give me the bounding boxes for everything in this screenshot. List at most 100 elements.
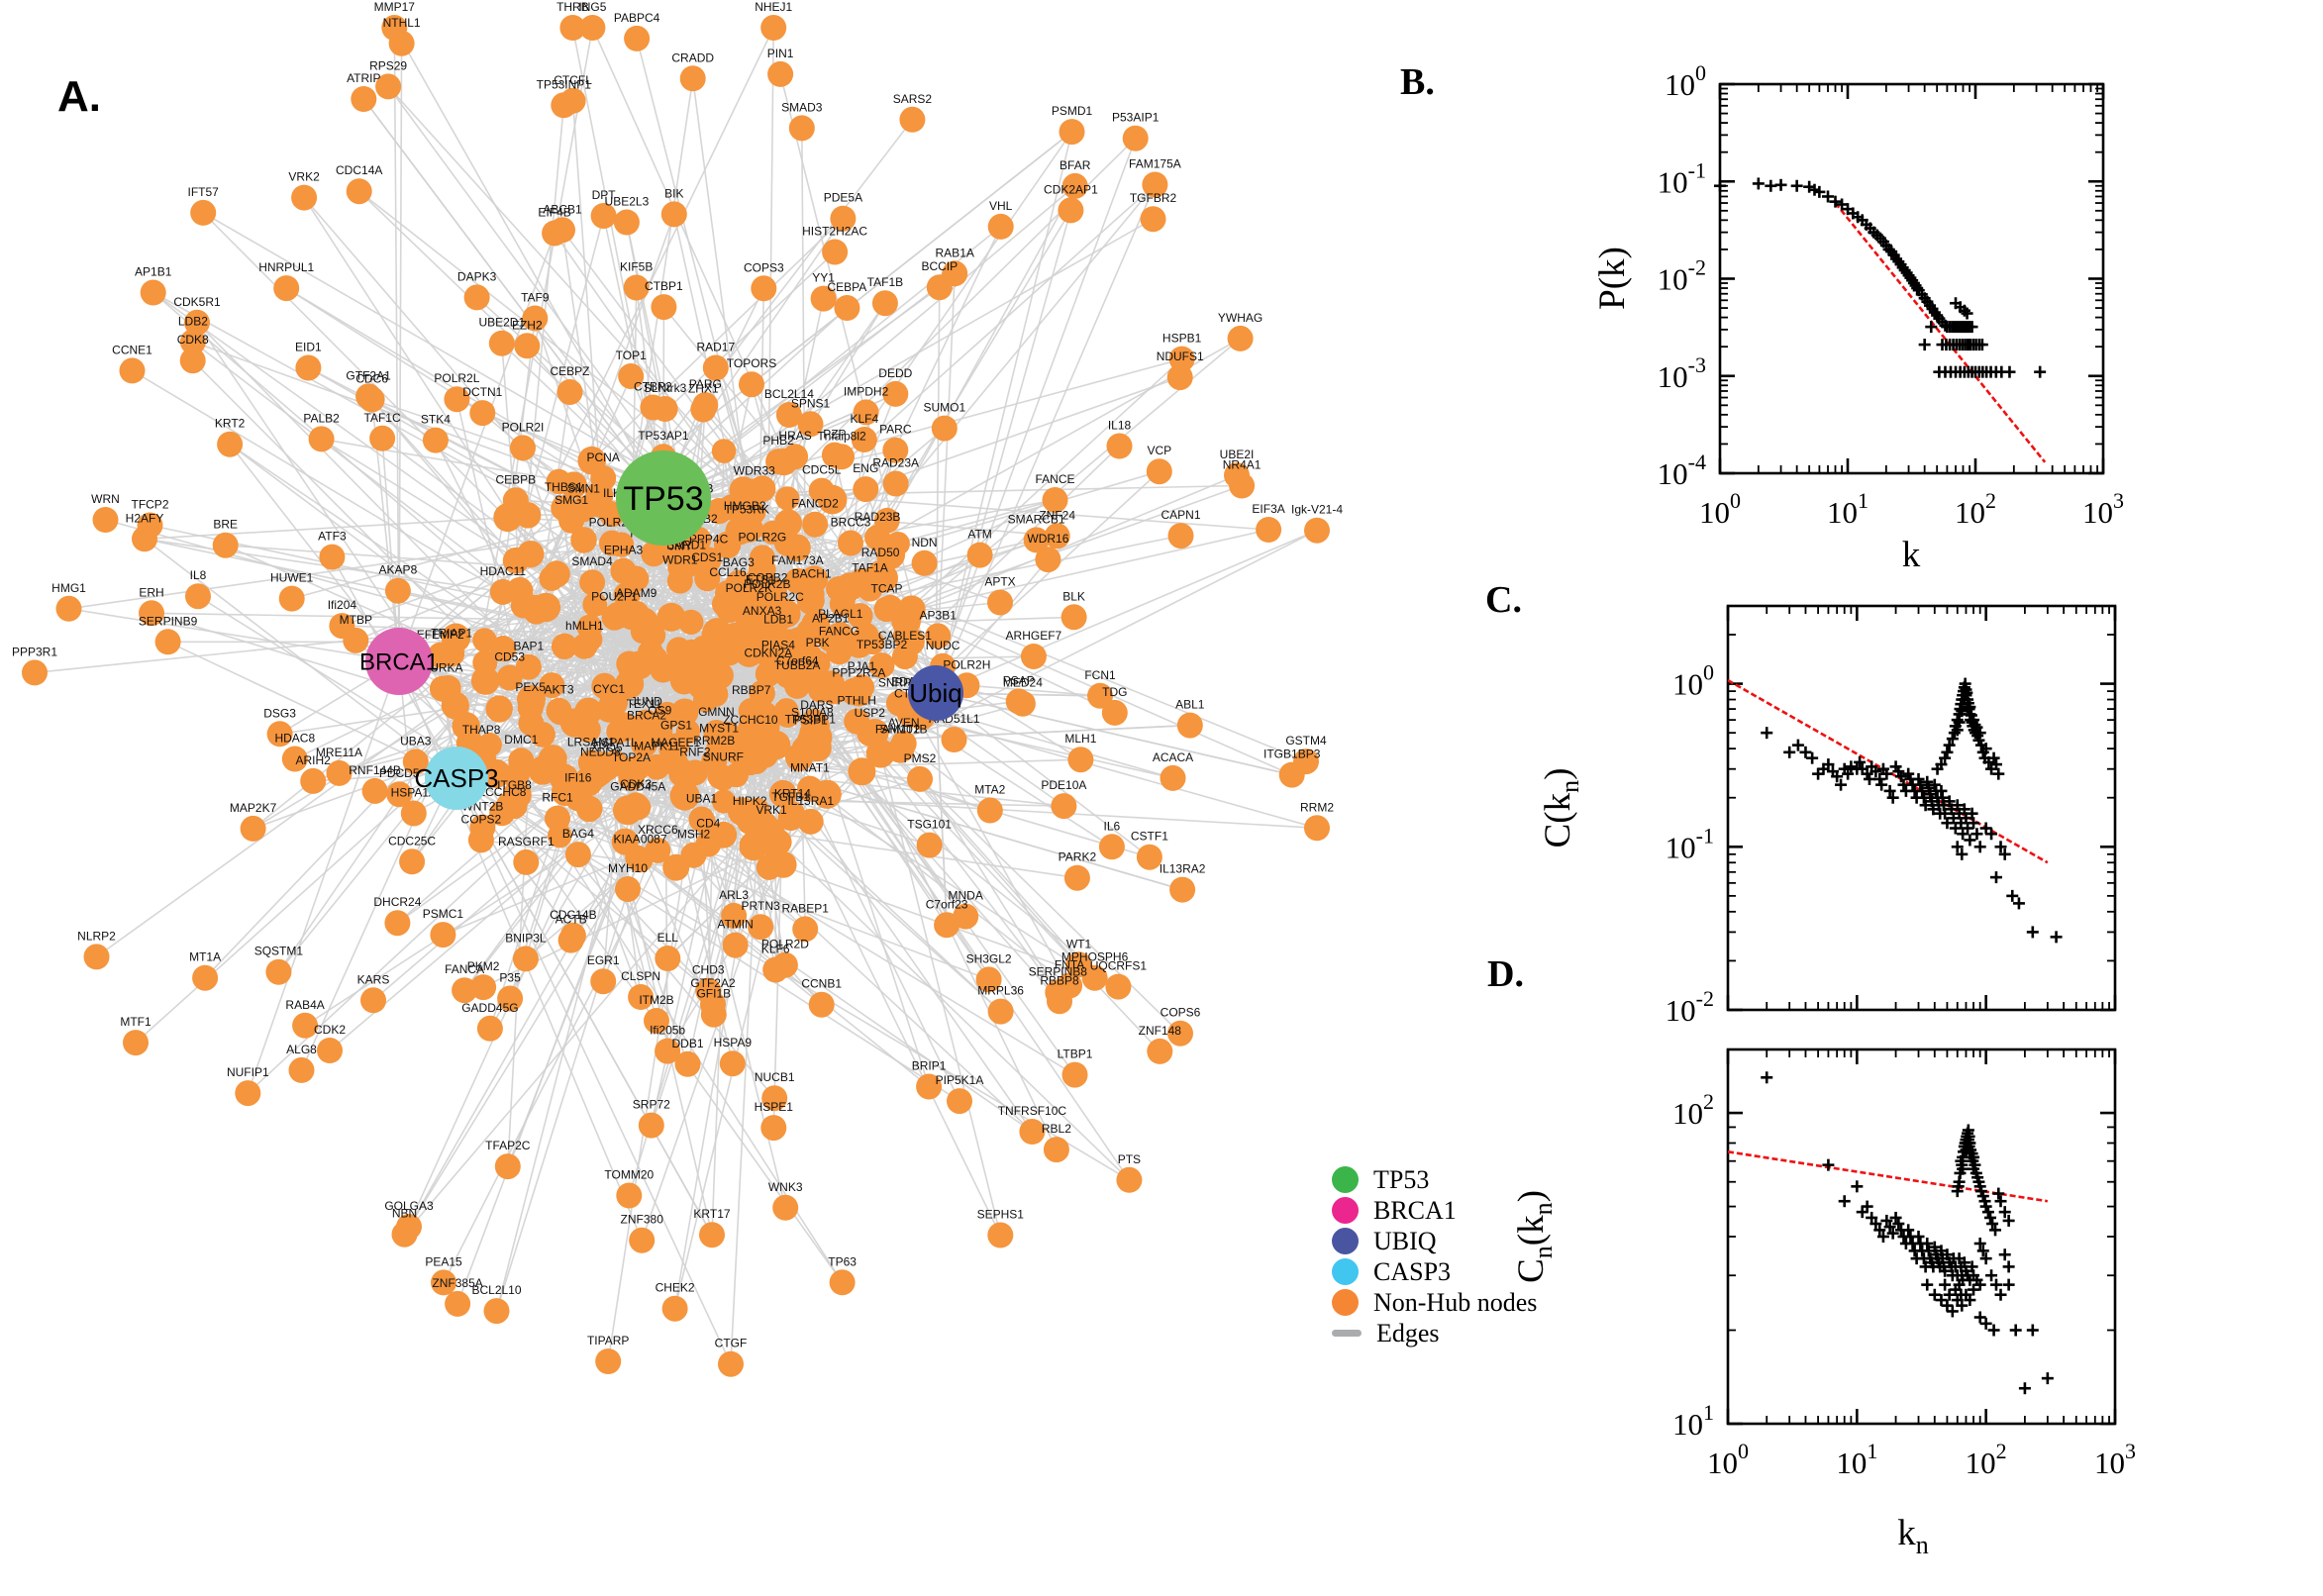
- hub-node-brca1: BRCA1: [359, 628, 439, 695]
- svg-text:TFAP2C: TFAP2C: [485, 1139, 531, 1152]
- svg-text:ARL3: ARL3: [719, 888, 749, 902]
- tick-label: 101: [1827, 488, 1868, 530]
- svg-text:SERPINB9: SERPINB9: [139, 614, 198, 628]
- network-node: [641, 541, 667, 567]
- network-node: [513, 848, 540, 875]
- svg-text:C7orf23: C7orf23: [926, 897, 968, 911]
- network-node: [792, 916, 819, 943]
- svg-text:SQSTM1: SQSTM1: [254, 945, 304, 958]
- network-node: [179, 348, 206, 374]
- network-node: [718, 1350, 744, 1377]
- network-node: [688, 806, 715, 833]
- network-node: [638, 1112, 664, 1139]
- tick-label: 102: [1672, 1089, 1714, 1131]
- svg-text:MYST1: MYST1: [699, 722, 739, 736]
- network-node: [590, 465, 617, 491]
- legend-item-brca1: BRCA1: [1332, 1195, 1537, 1226]
- svg-text:PABPC4: PABPC4: [614, 11, 660, 25]
- svg-text:UBA3: UBA3: [400, 734, 432, 748]
- network-node: [942, 260, 968, 287]
- svg-text:NUCB1: NUCB1: [755, 1070, 795, 1084]
- svg-text:DMC1: DMC1: [504, 733, 538, 747]
- network-node: [571, 633, 598, 659]
- svg-text:CSTF1: CSTF1: [1131, 830, 1168, 844]
- svg-text:RNF2: RNF2: [679, 745, 711, 758]
- svg-text:TAF1C: TAF1C: [364, 411, 401, 425]
- svg-text:Ifi205b: Ifi205b: [650, 1024, 685, 1038]
- network-node: [139, 600, 164, 627]
- network-node: [375, 73, 402, 100]
- network-node: [501, 793, 528, 820]
- svg-text:FAM101B: FAM101B: [875, 722, 928, 736]
- scatter-points: [1714, 177, 2047, 378]
- svg-text:MTF1: MTF1: [120, 1015, 152, 1029]
- network-node: [655, 1038, 681, 1064]
- panel-letter-C: C.: [1485, 579, 1522, 621]
- network-node: [579, 569, 606, 596]
- svg-text:POLR2H: POLR2H: [943, 657, 990, 671]
- svg-text:TOP1: TOP1: [616, 349, 647, 362]
- svg-text:FANCE: FANCE: [1035, 472, 1074, 486]
- svg-text:CYC1: CYC1: [593, 682, 625, 696]
- svg-text:BRE: BRE: [213, 518, 238, 532]
- svg-text:ARIH2: ARIH2: [296, 753, 332, 767]
- network-node: [1063, 864, 1090, 891]
- svg-text:SLNtrk3: SLNtrk3: [644, 381, 687, 395]
- svg-text:VCP: VCP: [1147, 444, 1171, 457]
- network-node: [319, 544, 346, 570]
- svg-text:CASP3: CASP3: [414, 763, 498, 793]
- svg-text:HIST2H2AC: HIST2H2AC: [802, 225, 867, 239]
- svg-text:GADD45A: GADD45A: [610, 779, 665, 793]
- network-node: [851, 427, 877, 452]
- network-node: [1105, 973, 1132, 1000]
- svg-text:EIF4B: EIF4B: [538, 206, 570, 220]
- network-node: [1116, 1166, 1143, 1193]
- svg-text:ACTB: ACTB: [556, 913, 587, 927]
- svg-text:PTHLH: PTHLH: [838, 694, 876, 708]
- svg-text:SERPINB8: SERPINB8: [1029, 964, 1088, 978]
- svg-text:EID1: EID1: [295, 341, 322, 354]
- svg-text:ITGB8: ITGB8: [497, 778, 532, 792]
- svg-text:RBL2: RBL2: [1042, 1122, 1071, 1136]
- svg-text:MTBP: MTBP: [340, 613, 372, 627]
- tick-label: 10-2: [1658, 255, 1706, 297]
- network-node: [931, 415, 958, 442]
- network-node: [300, 767, 327, 794]
- network-node: [1147, 1038, 1173, 1064]
- network-node: [1122, 125, 1149, 151]
- svg-text:LDB1: LDB1: [763, 613, 793, 627]
- svg-text:PIN1: PIN1: [767, 47, 794, 60]
- svg-text:CTBP2: CTBP2: [634, 380, 672, 394]
- svg-text:CD53: CD53: [494, 650, 525, 664]
- svg-text:SMAD4: SMAD4: [571, 554, 613, 568]
- svg-text:ZHX1: ZHX1: [688, 382, 719, 396]
- network-node: [212, 532, 239, 558]
- panel-a-label: A.: [57, 72, 101, 121]
- svg-text:KRT14: KRT14: [774, 786, 811, 800]
- network-node: [867, 560, 894, 587]
- svg-text:ZNF24: ZNF24: [1039, 508, 1075, 522]
- network-node: [699, 1222, 725, 1248]
- network-node: [123, 1030, 149, 1056]
- svg-text:RABEP1: RABEP1: [782, 901, 830, 915]
- svg-text:PBK: PBK: [806, 636, 830, 649]
- network-node: [1045, 979, 1071, 1006]
- network-node: [1142, 171, 1168, 198]
- svg-text:HDAC8: HDAC8: [274, 732, 315, 746]
- svg-text:SEPHS1: SEPHS1: [977, 1208, 1025, 1222]
- svg-text:SMAD3: SMAD3: [781, 100, 823, 114]
- network-node: [510, 435, 536, 461]
- svg-text:MYH10: MYH10: [608, 861, 648, 875]
- network-node: [941, 727, 967, 752]
- network-node: [1059, 119, 1085, 146]
- network-node: [1065, 951, 1092, 978]
- svg-text:ATM: ATM: [967, 528, 991, 542]
- svg-text:CDK8: CDK8: [177, 333, 209, 347]
- network-node: [288, 1056, 315, 1083]
- tick-label: 10-2: [1666, 986, 1714, 1028]
- network-node: [666, 567, 693, 594]
- x-axis-label-B: k: [1902, 535, 1921, 575]
- network-node: [384, 910, 411, 937]
- svg-text:HMG1: HMG1: [51, 581, 86, 595]
